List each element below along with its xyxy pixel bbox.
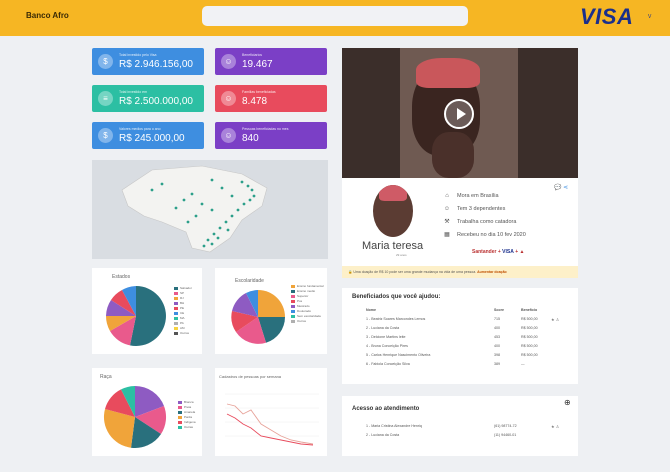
stat-label: Beneficiarios <box>242 53 263 57</box>
chart-education-card: Escolaridade Ensino fundamental Ensino m… <box>215 268 327 354</box>
states-legend: Salvador SP RJ BH PE CE MA PA AM Outros <box>174 286 192 336</box>
stat-value: R$ 2.500.000,00 <box>119 96 193 107</box>
chart-title: Cadastros de pessoas por semana <box>219 374 282 379</box>
family-icon: ☺ <box>443 206 451 212</box>
stat-card-invested: ≡ Total investido em R$ 2.500.000,00 <box>92 85 204 112</box>
home-icon: ⌂ <box>445 193 449 199</box>
stat-label: Pessoas beneficiadas no mes <box>242 127 289 131</box>
stat-card-beneficiaries: ☺ Beneficiarios 19.467 <box>215 48 327 75</box>
search-input[interactable] <box>202 6 468 26</box>
stat-card-families: ☺ Familias beneficiadas 8.478 <box>215 85 327 112</box>
stat-value: R$ 2.946.156,00 <box>119 59 193 70</box>
testimonial-video[interactable] <box>342 48 578 178</box>
tools-icon: ⚒ <box>444 219 450 225</box>
partner-logos: Santander + VISA + ▲ <box>472 249 525 255</box>
race-pie[interactable] <box>102 384 168 450</box>
stat-label: Total investido em <box>119 90 148 94</box>
play-icon[interactable] <box>444 99 474 129</box>
chart-title: Estados <box>112 274 131 280</box>
stat-label: Valores medios para o ano <box>119 127 161 131</box>
brand-name[interactable]: Banco Afro <box>26 11 69 20</box>
profile-facts: ⌂ Mora em Brasília ☺ Tem 3 dependentes ⚒ Tr… <box>443 190 526 242</box>
chart-states-card: Estados Salvador SP RJ BH PE CE MA PA AM… <box>92 268 202 354</box>
signups-line-chart[interactable] <box>221 384 321 450</box>
profile-name: Maria teresa <box>362 240 424 252</box>
stat-value: 19.467 <box>242 59 273 70</box>
stat-value: 8.478 <box>242 96 268 107</box>
chart-race-card: Raça Branca Preta Amarela Parda Indigena… <box>92 368 202 456</box>
star-icon: ★ ♙ <box>551 317 560 322</box>
section-title: Beneficiados que você ajudou: <box>352 294 441 300</box>
race-legend: Branca Preta Amarela Parda Indigena Outr… <box>178 400 196 430</box>
education-pie[interactable] <box>229 288 287 346</box>
donation-banner: 🔒 Uma doação de R$ 10 pode ser uma grand… <box>342 266 578 278</box>
star-icon: ★ ♙ <box>551 424 560 429</box>
stat-value: R$ 245.000,00 <box>119 133 185 144</box>
share-icon[interactable]: 💬 ⋖ <box>554 185 569 191</box>
visa-logo: VISA <box>580 4 634 29</box>
chart-signups-card: Cadastros de pessoas por semana <box>215 368 327 456</box>
stat-label: Total investido pelo Visa <box>119 53 157 57</box>
stat-card-month: ☺ Pessoas beneficiadas no mes 840 <box>215 122 327 149</box>
calendar-icon: ▦ <box>444 232 450 238</box>
chart-title: Raça <box>100 374 112 380</box>
money-icon: $ <box>98 128 113 143</box>
visa-mark: V <box>648 14 652 20</box>
service-card: Acesso ao atendimento ⊕ 1 - Maria Cristi… <box>342 396 578 456</box>
states-pie[interactable] <box>104 284 168 348</box>
section-title: Acesso ao atendimento <box>352 406 420 412</box>
profile-age: 29 anos <box>396 253 407 257</box>
increase-donation-link[interactable]: Aumentar doação <box>477 270 507 274</box>
beneficiary-profile: Maria teresa 29 anos 💬 ⋖ ⌂ Mora em Brasíl… <box>342 178 578 266</box>
money-icon: $ <box>98 54 113 69</box>
stack-icon: ≡ <box>98 91 113 106</box>
people-icon: ☺ <box>221 128 236 143</box>
stat-value: 840 <box>242 133 259 144</box>
top-bar: Banco Afro VISA V <box>0 0 670 36</box>
add-icon[interactable]: ⊕ <box>564 398 571 407</box>
beneficiaries-card: Beneficiados que você ajudou: Nome Score… <box>342 288 578 384</box>
map-graphic <box>121 165 268 253</box>
education-legend: Ensino fundamental Ensino medio Superior… <box>291 284 324 324</box>
people-icon: ☺ <box>221 54 236 69</box>
brazil-map[interactable] <box>92 160 328 259</box>
stat-card-total-invested: $ Total investido pelo Visa R$ 2.946.156… <box>92 48 204 75</box>
avatar <box>373 185 413 237</box>
family-icon: ☺ <box>221 91 236 106</box>
stat-card-average: $ Valores medios para o ano R$ 245.000,0… <box>92 122 204 149</box>
stat-label: Familias beneficiadas <box>242 90 276 94</box>
chart-title: Escolaridade <box>235 278 264 284</box>
